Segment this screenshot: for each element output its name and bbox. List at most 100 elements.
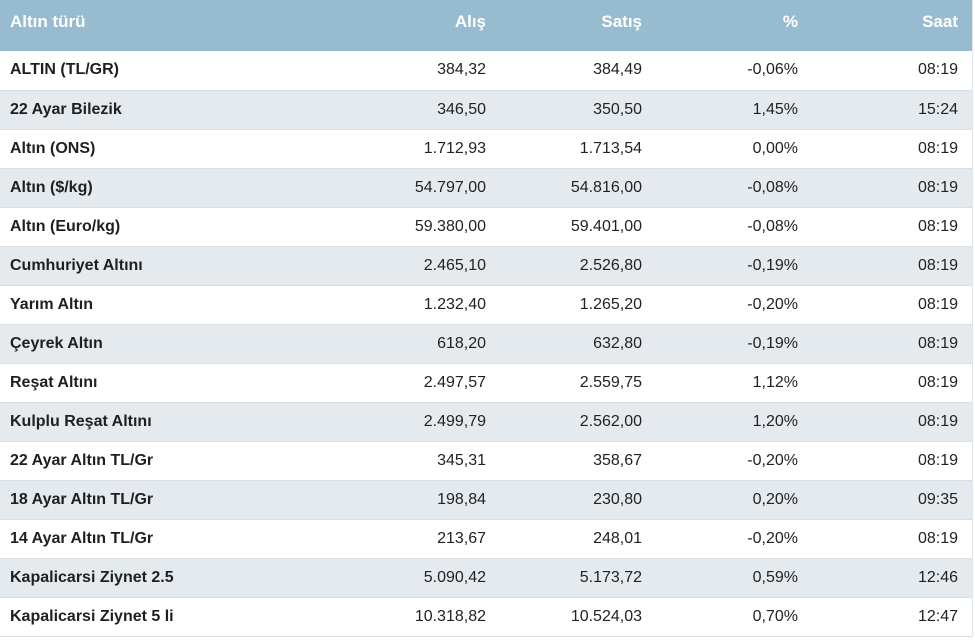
header-row: Altın türü Alış Satış % Saat [0,0,972,51]
percent-change-cell: 0,70% [752,607,798,625]
time-cell: 08:19 [917,529,958,547]
buy-price-cell: 2.499,79 [423,412,486,430]
time-cell: 09:35 [917,490,958,508]
table-row[interactable]: Altın (ONS) 1.712,93 1.713,54 0,00% 08:19 [0,129,972,168]
time-cell: 08:19 [917,178,958,196]
sell-price-cell: 59.401,00 [570,217,642,235]
table-row[interactable]: ALTIN (TL/GR) 384,32 384,49 -0,06% 08:19 [0,51,972,90]
gold-type-cell: Çeyrek Altın [10,334,103,352]
percent-change-cell: 1,20% [752,412,798,430]
sell-price-cell: 230,80 [593,490,642,508]
table-row[interactable]: 22 Ayar Bilezik 346,50 350,50 1,45% 15:24 [0,90,972,129]
table-row[interactable]: Kulplu Reşat Altını 2.499,79 2.562,00 1,20%… [0,402,972,441]
gold-type-cell: 22 Ayar Altın TL/Gr [10,451,154,469]
table-row[interactable]: Kapalicarsi Ziynet 2.5 5.090,42 5.173,72 0,… [0,558,972,597]
sell-price-cell: 10.524,03 [570,607,642,625]
column-header-sell[interactable]: Satış [601,11,642,31]
table-row[interactable]: Yarım Altın 1.232,40 1.265,20 -0,20% 08:19 [0,285,972,324]
table-row[interactable]: Altın (Euro/kg) 59.380,00 59.401,00 -0,08% 0… [0,207,972,246]
time-cell: 08:19 [917,139,958,157]
time-cell: 08:19 [917,373,958,391]
time-cell: 08:19 [917,61,958,79]
buy-price-cell: 2.497,57 [423,373,486,391]
table-row[interactable]: 22 Ayar Altın TL/Gr 345,31 358,67 -0,20% 08:… [0,441,972,480]
buy-price-cell: 59.380,00 [414,217,486,235]
time-cell: 08:19 [917,334,958,352]
column-header-gold-type[interactable]: Altın türü [10,11,86,31]
column-header-percent[interactable]: % [782,11,798,31]
sell-price-cell: 358,67 [593,451,642,469]
time-cell: 12:47 [917,607,958,625]
gold-type-cell: Cumhuriyet Altını [10,256,143,274]
percent-change-cell: -0,20% [747,295,798,313]
gold-type-cell: Kulplu Reşat Altını [10,412,152,430]
percent-change-cell: -0,19% [747,256,798,274]
table-row[interactable]: Cumhuriyet Altını 2.465,10 2.526,80 -0,19% 0… [0,246,972,285]
sell-price-cell: 54.816,00 [570,178,642,196]
buy-price-cell: 198,84 [437,490,486,508]
time-cell: 08:19 [917,295,958,313]
gold-type-cell: Kapalicarsi Ziynet 2.5 [10,568,174,586]
sell-price-cell: 1.265,20 [579,295,642,313]
gold-type-cell: Altın ($/kg) [10,178,93,196]
time-cell: 08:19 [917,256,958,274]
sell-price-cell: 350,50 [593,100,642,118]
buy-price-cell: 618,20 [437,334,486,352]
percent-change-cell: -0,20% [747,451,798,469]
table-row[interactable]: Çeyrek Altın 618,20 632,80 -0,19% 08:19 [0,324,972,363]
table-row[interactable]: Altın ($/kg) 54.797,00 54.816,00 -0,08% 08:1… [0,168,972,207]
time-cell: 12:46 [917,568,958,586]
sell-price-cell: 632,80 [593,334,642,352]
gold-type-cell: 22 Ayar Bilezik [10,100,122,118]
buy-price-cell: 345,31 [437,451,486,469]
time-cell: 08:19 [917,217,958,235]
column-header-buy[interactable]: Alış [454,11,486,31]
gold-type-cell: 14 Ayar Altın TL/Gr [10,529,154,547]
buy-price-cell: 1.712,93 [423,139,486,157]
percent-change-cell: -0,06% [747,61,798,79]
table-row[interactable]: Reşat Altını 2.497,57 2.559,75 1,12% 08:19 [0,363,972,402]
percent-change-cell: 1,12% [752,373,798,391]
percent-change-cell: 0,00% [752,139,798,157]
percent-change-cell: -0,08% [747,217,798,235]
time-cell: 08:19 [917,412,958,430]
gold-type-cell: Reşat Altını [10,373,98,391]
gold-type-cell: Kapalicarsi Ziynet 5 li [10,607,174,625]
buy-price-cell: 2.465,10 [423,256,486,274]
buy-price-cell: 10.318,82 [414,607,486,625]
gold-type-cell: 18 Ayar Altın TL/Gr [10,490,154,508]
buy-price-cell: 5.090,42 [423,568,486,586]
time-cell: 15:24 [917,100,958,118]
buy-price-cell: 54.797,00 [414,178,486,196]
percent-change-cell: -0,19% [747,334,798,352]
table-body: ALTIN (TL/GR) 384,32 384,49 -0,06% 08:19 22 A… [0,51,972,636]
sell-price-cell: 2.559,75 [579,373,642,391]
sell-price-cell: 5.173,72 [579,568,642,586]
percent-change-cell: -0,08% [747,178,798,196]
gold-type-cell: Yarım Altın [10,295,93,313]
time-cell: 08:19 [917,451,958,469]
percent-change-cell: 0,20% [752,490,798,508]
buy-price-cell: 384,32 [437,61,486,79]
buy-price-cell: 346,50 [437,100,486,118]
column-header-time[interactable]: Saat [922,11,958,31]
buy-price-cell: 1.232,40 [423,295,486,313]
table-header: Altın türü Alış Satış % Saat [0,0,972,51]
sell-price-cell: 2.562,00 [579,412,642,430]
percent-change-cell: -0,20% [747,529,798,547]
sell-price-cell: 384,49 [593,61,642,79]
sell-price-cell: 2.526,80 [579,256,642,274]
gold-type-cell: ALTIN (TL/GR) [10,61,120,79]
buy-price-cell: 213,67 [437,529,486,547]
percent-change-cell: 1,45% [752,100,798,118]
sell-price-cell: 248,01 [593,529,642,547]
sell-price-cell: 1.713,54 [579,139,642,157]
table-row[interactable]: 14 Ayar Altın TL/Gr 213,67 248,01 -0,20% 08:… [0,519,972,558]
table-row[interactable]: Kapalicarsi Ziynet 5 li 10.318,82 10.524,0… [0,597,972,636]
table-row[interactable]: 18 Ayar Altın TL/Gr 198,84 230,80 0,20% 09:3… [0,480,972,519]
percent-change-cell: 0,59% [752,568,798,586]
gold-type-cell: Altın (ONS) [10,139,96,157]
gold-type-cell: Altın (Euro/kg) [10,217,121,235]
